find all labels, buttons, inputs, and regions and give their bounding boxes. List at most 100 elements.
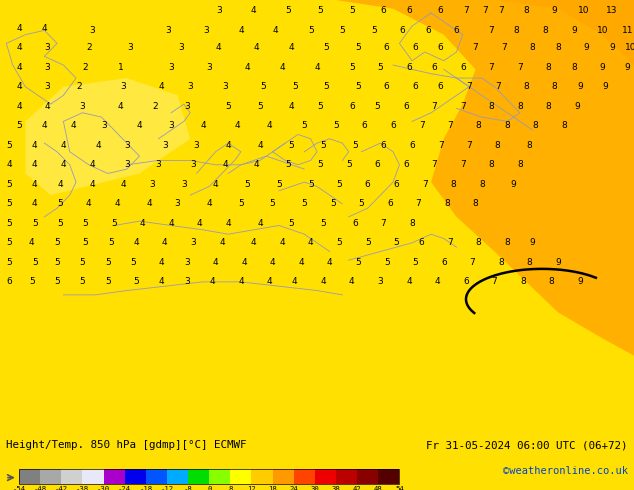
Text: 9: 9 [529,238,536,247]
Text: 5: 5 [323,43,330,52]
Text: 3: 3 [203,26,209,35]
Text: 4: 4 [251,238,256,247]
Text: 4: 4 [289,43,294,52]
Text: 5: 5 [105,258,111,267]
Text: 5: 5 [355,43,361,52]
Text: Fr 31-05-2024 06:00 UTC (06+72): Fr 31-05-2024 06:00 UTC (06+72) [426,441,628,450]
Text: 3: 3 [187,82,193,91]
Bar [378,468,399,484]
Text: 6: 6 [374,160,380,169]
Text: 4: 4 [273,26,278,35]
Text: 4: 4 [254,43,259,52]
Text: 3: 3 [184,258,190,267]
Text: 12: 12 [247,486,256,490]
Text: 3: 3 [184,102,190,111]
Text: 5: 5 [317,102,323,111]
Text: 8: 8 [555,43,561,52]
Text: 3: 3 [222,82,228,91]
Text: 4: 4 [238,26,243,35]
Text: 5: 5 [285,6,292,15]
Text: 5: 5 [349,63,355,72]
Text: 5: 5 [269,199,276,208]
Text: 5: 5 [317,160,323,169]
Text: 4: 4 [321,277,326,286]
Text: 8: 8 [523,6,529,15]
Bar [357,468,378,484]
Text: 8: 8 [488,160,495,169]
Bar [125,468,146,484]
Text: 5: 5 [288,141,295,150]
Text: 4: 4 [162,238,167,247]
Text: 8: 8 [542,26,548,35]
Text: 54: 54 [395,486,404,490]
Text: 5: 5 [57,219,63,228]
Text: 6: 6 [431,63,437,72]
Bar [188,468,209,484]
Text: 7: 7 [517,63,523,72]
Text: 7: 7 [488,63,495,72]
Text: 4: 4 [61,160,66,169]
Text: 8: 8 [533,121,539,130]
Text: 4: 4 [159,258,164,267]
Text: 4: 4 [169,219,174,228]
Text: 4: 4 [86,199,91,208]
Polygon shape [336,0,634,356]
Text: 4: 4 [270,258,275,267]
Text: 3: 3 [127,43,133,52]
Text: 7: 7 [495,82,501,91]
Text: 5: 5 [108,238,114,247]
Text: 8: 8 [495,141,501,150]
Text: 4: 4 [159,277,164,286]
Text: 6: 6 [361,121,368,130]
Text: 5: 5 [339,26,346,35]
Text: 2: 2 [83,63,88,72]
Text: 7: 7 [488,26,495,35]
Text: 4: 4 [32,141,37,150]
Bar [230,468,252,484]
Text: 5: 5 [29,277,35,286]
Text: 4: 4 [254,160,259,169]
Text: 30: 30 [311,486,320,490]
Text: 5: 5 [301,121,307,130]
Text: 7: 7 [460,102,466,111]
Text: 5: 5 [133,277,139,286]
Text: 5: 5 [6,199,13,208]
Text: 8: 8 [444,199,450,208]
Text: 4: 4 [257,141,262,150]
Bar [19,468,40,484]
Text: -54: -54 [13,486,25,490]
Text: 4: 4 [257,219,262,228]
Text: 4: 4 [32,160,37,169]
Text: 3: 3 [162,141,168,150]
Text: 4: 4 [280,63,285,72]
Text: 7: 7 [418,121,425,130]
Text: 3: 3 [101,121,108,130]
Text: 8: 8 [409,219,415,228]
Text: 5: 5 [16,121,22,130]
Text: 5: 5 [54,258,60,267]
Text: 4: 4 [349,277,354,286]
Text: 5: 5 [6,258,13,267]
Text: 5: 5 [288,219,295,228]
Text: 4: 4 [16,63,22,72]
Text: 6: 6 [441,258,447,267]
Text: 5: 5 [355,82,361,91]
Text: 5: 5 [374,102,380,111]
Text: -48: -48 [34,486,47,490]
Text: 3: 3 [120,82,127,91]
Text: 48: 48 [374,486,383,490]
Text: 8: 8 [479,180,485,189]
Bar [252,468,273,484]
Text: 4: 4 [242,258,247,267]
Text: 5: 5 [307,26,314,35]
Bar [82,468,103,484]
Text: 3: 3 [155,160,162,169]
Text: 18: 18 [268,486,277,490]
Text: 8: 8 [548,277,555,286]
Text: 8: 8 [504,121,510,130]
Text: 38: 38 [332,486,340,490]
Text: 4: 4 [16,24,22,33]
Text: 3: 3 [165,26,171,35]
Text: 4: 4 [210,277,215,286]
Text: 4: 4 [118,102,123,111]
